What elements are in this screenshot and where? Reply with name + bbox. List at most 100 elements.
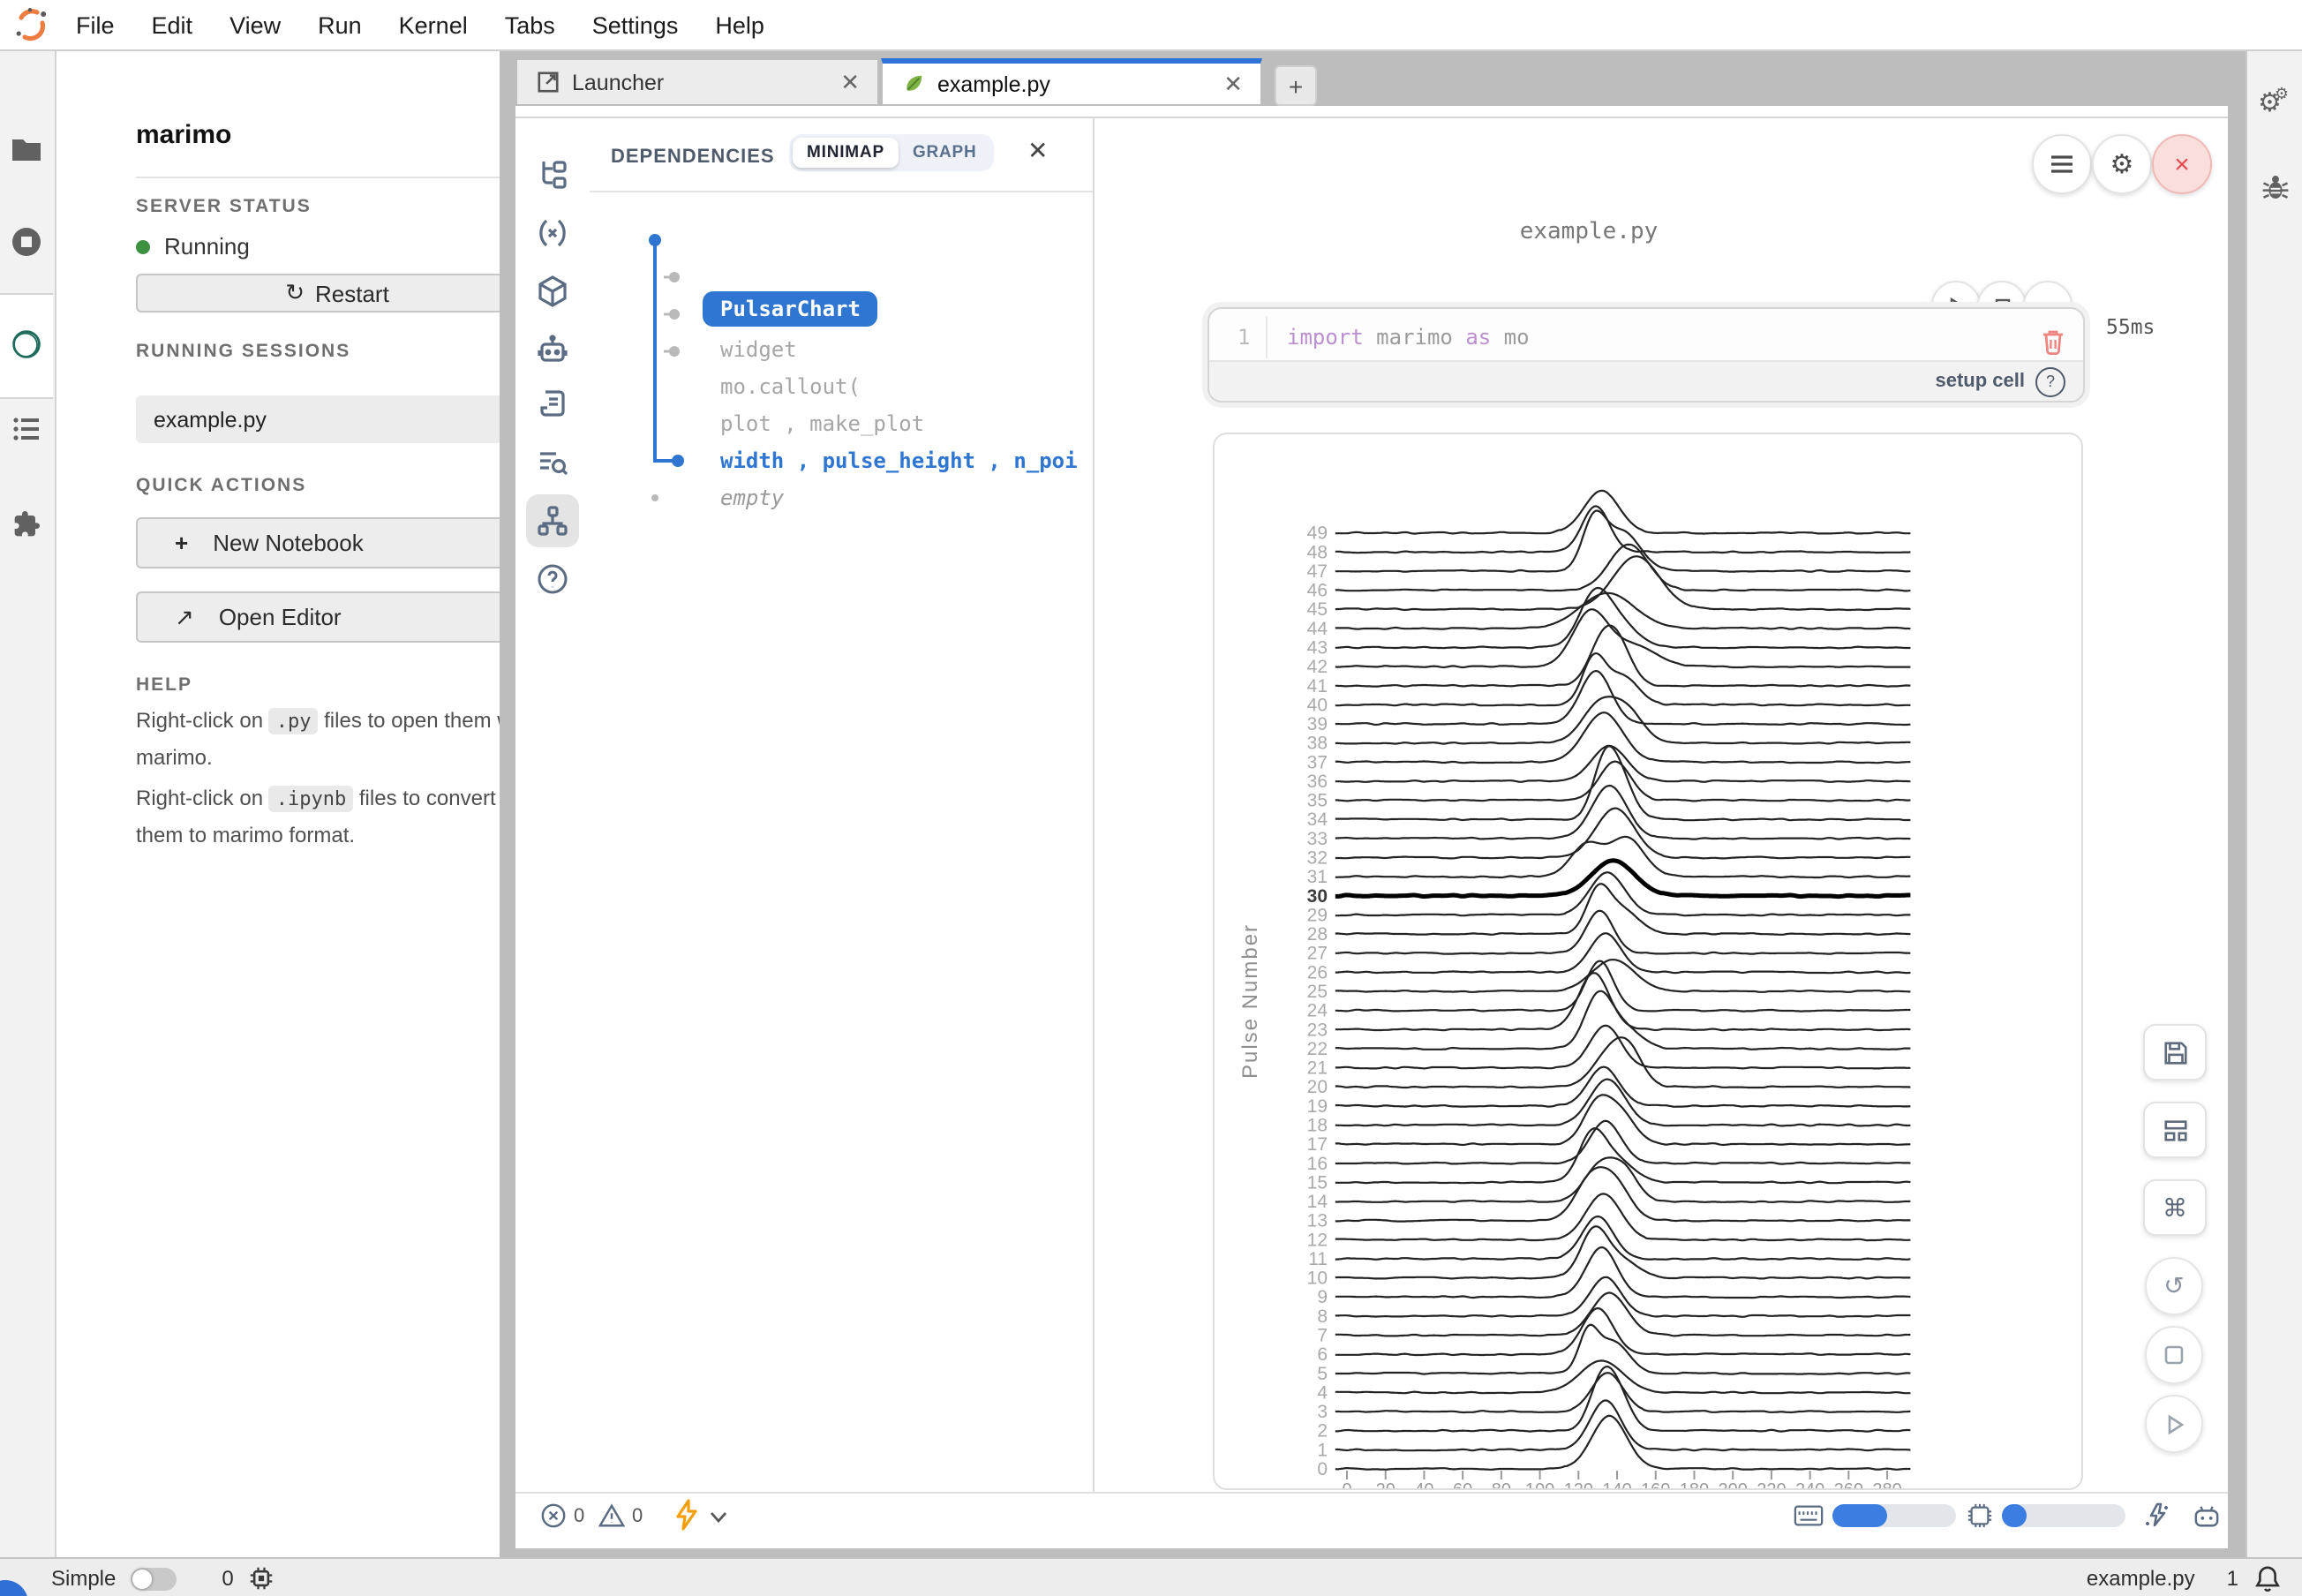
save-icon xyxy=(2163,1041,2186,1064)
interrupt-button[interactable] xyxy=(2145,1326,2203,1384)
simple-mode-toggle[interactable] xyxy=(130,1567,177,1590)
svg-text:38: 38 xyxy=(1307,734,1328,754)
menu-items: File Edit View Run Kernel Tabs Settings … xyxy=(76,11,764,38)
divider xyxy=(136,177,538,178)
svg-text:10: 10 xyxy=(1307,1269,1328,1289)
bell-icon[interactable] xyxy=(2254,1564,2281,1592)
new-tab-button[interactable]: + xyxy=(1275,65,1317,106)
table-of-contents-icon[interactable] xyxy=(9,411,44,447)
setup-cell[interactable]: 1 import marimo as mo setup cell ? xyxy=(1207,307,2085,403)
menu-view[interactable]: View xyxy=(229,11,282,38)
setup-help-icon[interactable]: ? xyxy=(2035,366,2065,396)
notebook-close-button[interactable]: × xyxy=(2152,134,2212,194)
svg-text:16: 16 xyxy=(1307,1154,1328,1174)
menu-tabs[interactable]: Tabs xyxy=(504,11,555,38)
menu-kernel[interactable]: Kernel xyxy=(398,11,468,38)
find-in-cells-icon[interactable] xyxy=(535,445,570,480)
run-all-button[interactable] xyxy=(2145,1395,2203,1453)
minimap-toggle[interactable]: MINIMAP xyxy=(793,138,899,168)
delete-cell-icon[interactable] xyxy=(2041,328,2065,355)
packages-icon[interactable] xyxy=(535,274,570,309)
svg-text:14: 14 xyxy=(1307,1192,1328,1212)
session-item[interactable]: example.py ✕ xyxy=(136,395,538,443)
undo-icon: ↺ xyxy=(2163,1271,2185,1299)
chevron-down-icon[interactable] xyxy=(710,1511,727,1524)
dependency-graph-icon[interactable] xyxy=(535,503,570,538)
close-tab-icon[interactable]: ✕ xyxy=(840,68,860,94)
svg-text:25: 25 xyxy=(1307,982,1328,1002)
svg-text:6: 6 xyxy=(1317,1344,1328,1365)
marimo-sidebar-icon[interactable] xyxy=(9,327,44,362)
tree-item-width-defs[interactable]: width , pulse_height , n_poi xyxy=(720,448,1078,473)
graph-toggle[interactable]: GRAPH xyxy=(912,143,977,162)
layout-button[interactable] xyxy=(2143,1102,2207,1158)
tree-item-empty[interactable]: empty xyxy=(720,486,785,510)
debugger-bug-icon[interactable] xyxy=(2260,171,2291,203)
ipynb-extension-chip: .ipynb xyxy=(268,786,354,812)
code-token: mo xyxy=(1491,325,1530,350)
notebook-menu-button[interactable] xyxy=(2032,134,2092,194)
tab-example-py[interactable]: example.py ✕ xyxy=(881,58,1262,106)
svg-text:1: 1 xyxy=(1317,1440,1328,1460)
svg-text:30: 30 xyxy=(1307,886,1328,907)
svg-text:35: 35 xyxy=(1307,791,1328,811)
logs-icon[interactable] xyxy=(535,387,570,422)
save-button[interactable] xyxy=(2143,1024,2207,1080)
notebook-settings-button[interactable]: ⚙ xyxy=(2092,134,2152,194)
menu-settings[interactable]: Settings xyxy=(591,11,679,38)
property-inspector-icon[interactable]: ⚙⚙ xyxy=(2258,85,2290,118)
new-notebook-button[interactable]: + New Notebook xyxy=(136,517,538,568)
sidebar-title: marimo xyxy=(136,120,232,150)
simple-mode-label: Simple xyxy=(51,1566,117,1591)
close-tab-icon[interactable]: ✕ xyxy=(1223,70,1243,96)
file-browser-icon[interactable] xyxy=(9,132,44,168)
svg-text:12: 12 xyxy=(1307,1230,1328,1250)
svg-text:37: 37 xyxy=(1307,752,1328,772)
restart-button[interactable]: ↻ Restart xyxy=(136,274,538,312)
svg-text:26: 26 xyxy=(1307,962,1328,982)
dock-bottom-strip xyxy=(500,1548,2246,1557)
svg-text:32: 32 xyxy=(1307,848,1328,869)
tree-item-plot[interactable]: plot , make_plot xyxy=(720,411,925,436)
menu-run[interactable]: Run xyxy=(318,11,362,38)
activity-spark-icon[interactable] xyxy=(2143,1501,2171,1531)
errors-icon[interactable] xyxy=(540,1502,567,1529)
notebook-scrollbar[interactable] xyxy=(2228,51,2246,1557)
kernel-chip-icon[interactable] xyxy=(250,1566,275,1591)
variables-icon[interactable] xyxy=(535,215,570,251)
cell-code[interactable]: import marimo as mo xyxy=(1287,325,1530,350)
svg-text:180: 180 xyxy=(1680,1480,1709,1488)
close-panel-icon[interactable]: ✕ xyxy=(1027,136,1049,164)
open-editor-button[interactable]: ↗ Open Editor xyxy=(136,591,538,643)
tab-launcher[interactable]: Launcher ✕ xyxy=(515,58,879,106)
stop-icon xyxy=(2164,1345,2184,1365)
help-icon[interactable] xyxy=(535,561,570,597)
tree-item-callout[interactable]: mo.callout( xyxy=(720,374,861,399)
restart-label: Restart xyxy=(315,280,389,306)
statusbar-notification-count: 1 xyxy=(2226,1566,2238,1591)
cell-runtime: 55ms xyxy=(2106,314,2155,339)
tree-item-widget[interactable]: widget xyxy=(720,337,797,362)
kernel-robot-icon[interactable] xyxy=(2193,1502,2221,1529)
extensions-icon[interactable] xyxy=(9,507,44,542)
menu-help[interactable]: Help xyxy=(715,11,764,38)
restart-icon: ↻ xyxy=(285,279,305,305)
help-paragraph-py: Right-click on .py files to open them wi… xyxy=(136,703,542,775)
shortcuts-button[interactable]: ⌘ xyxy=(2143,1179,2207,1236)
help-text: Right-click on xyxy=(136,708,269,733)
server-status-heading: SERVER STATUS xyxy=(136,196,312,217)
running-kernels-icon[interactable] xyxy=(9,224,44,260)
menu-edit[interactable]: Edit xyxy=(151,11,193,38)
svg-text:9: 9 xyxy=(1317,1287,1328,1307)
code-token: import xyxy=(1287,325,1364,350)
run-mode-lightning-icon[interactable] xyxy=(673,1499,701,1531)
menu-file[interactable]: File xyxy=(76,11,115,38)
file-tree-icon[interactable] xyxy=(535,157,570,192)
ai-assistant-icon[interactable] xyxy=(535,332,570,367)
undo-button[interactable]: ↺ xyxy=(2145,1257,2203,1315)
tree-item-pulsarchart[interactable]: PulsarChart xyxy=(703,291,878,327)
right-sidebar: ⚙⚙ xyxy=(2246,51,2302,1557)
statusbar-file[interactable]: example.py xyxy=(2086,1566,2195,1591)
svg-text:33: 33 xyxy=(1307,829,1328,849)
warnings-icon[interactable] xyxy=(598,1502,625,1529)
